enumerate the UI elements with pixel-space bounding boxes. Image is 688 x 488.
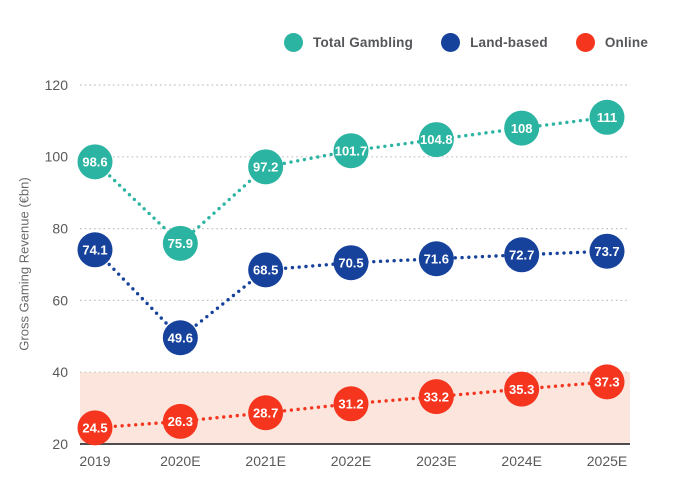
legend-item-land-based: Land-based bbox=[441, 33, 548, 52]
y-tick-20: 20 bbox=[52, 436, 68, 452]
marker bbox=[589, 99, 625, 135]
marker bbox=[248, 395, 284, 431]
value-label: 72.7 bbox=[509, 247, 534, 262]
marker bbox=[504, 237, 540, 273]
x-tick-2025E: 2025E bbox=[587, 453, 627, 469]
value-label: 68.5 bbox=[253, 263, 278, 278]
legend-dot-online bbox=[575, 33, 595, 52]
legend-item-total-gambling: Total Gambling bbox=[284, 33, 413, 52]
value-label: 108 bbox=[511, 121, 533, 136]
x-tick-2020E: 2020E bbox=[160, 453, 200, 469]
marker bbox=[162, 320, 198, 356]
marker bbox=[77, 410, 113, 446]
legend-item-online: Online bbox=[575, 33, 649, 52]
y-tick-80: 80 bbox=[52, 221, 68, 237]
marker bbox=[504, 110, 540, 146]
value-label: 24.5 bbox=[82, 421, 107, 436]
x-tick-2021E: 2021E bbox=[245, 453, 285, 469]
marker bbox=[418, 122, 454, 158]
value-label: 31.2 bbox=[338, 396, 363, 411]
y-tick-40: 40 bbox=[52, 364, 68, 380]
value-label: 75.9 bbox=[168, 236, 193, 251]
value-label: 111 bbox=[597, 110, 617, 125]
marker bbox=[162, 225, 198, 261]
legend-label-land-based: Land-based bbox=[470, 35, 548, 50]
value-label: 74.1 bbox=[82, 242, 107, 257]
x-tick-2024E: 2024E bbox=[501, 453, 541, 469]
value-label: 71.6 bbox=[424, 251, 449, 266]
marker bbox=[248, 149, 284, 185]
value-label: 97.2 bbox=[253, 160, 278, 175]
y-tick-100: 100 bbox=[45, 149, 69, 165]
marker bbox=[418, 241, 454, 277]
marker bbox=[333, 386, 369, 422]
value-label: 26.3 bbox=[168, 414, 193, 429]
x-tick-2019: 2019 bbox=[79, 453, 110, 469]
x-tick-2023E: 2023E bbox=[416, 453, 456, 469]
value-label: 49.6 bbox=[168, 330, 193, 345]
marker bbox=[77, 144, 113, 180]
marker bbox=[418, 379, 454, 415]
legend-dot-land-based bbox=[441, 33, 461, 52]
marker bbox=[333, 245, 369, 281]
value-label: 73.7 bbox=[594, 244, 619, 259]
x-tick-2022E: 2022E bbox=[331, 453, 371, 469]
marker bbox=[162, 403, 198, 439]
value-label: 28.7 bbox=[253, 405, 278, 420]
marker bbox=[333, 133, 369, 169]
marker bbox=[77, 232, 113, 268]
value-label: 70.5 bbox=[338, 255, 363, 270]
marker bbox=[248, 252, 284, 288]
value-label: 98.6 bbox=[82, 155, 107, 170]
legend-label-total-gambling: Total Gambling bbox=[313, 35, 414, 50]
chart-legend: Total Gambling Land-based Online bbox=[284, 33, 648, 52]
value-label: 35.3 bbox=[509, 382, 534, 397]
y-axis-title: Gross Gaming Revenue (€bn) bbox=[16, 177, 32, 351]
legend-label-online: Online bbox=[604, 35, 649, 50]
marker bbox=[504, 371, 540, 407]
value-label: 33.2 bbox=[424, 389, 449, 404]
legend-dot-total-gambling bbox=[284, 33, 303, 52]
value-label: 104.8 bbox=[420, 132, 453, 147]
marker bbox=[589, 364, 625, 400]
value-label: 101.7 bbox=[335, 143, 368, 158]
value-label: 37.3 bbox=[594, 375, 619, 390]
marker bbox=[589, 233, 625, 269]
y-tick-60: 60 bbox=[52, 292, 68, 308]
y-tick-120: 120 bbox=[45, 77, 69, 93]
